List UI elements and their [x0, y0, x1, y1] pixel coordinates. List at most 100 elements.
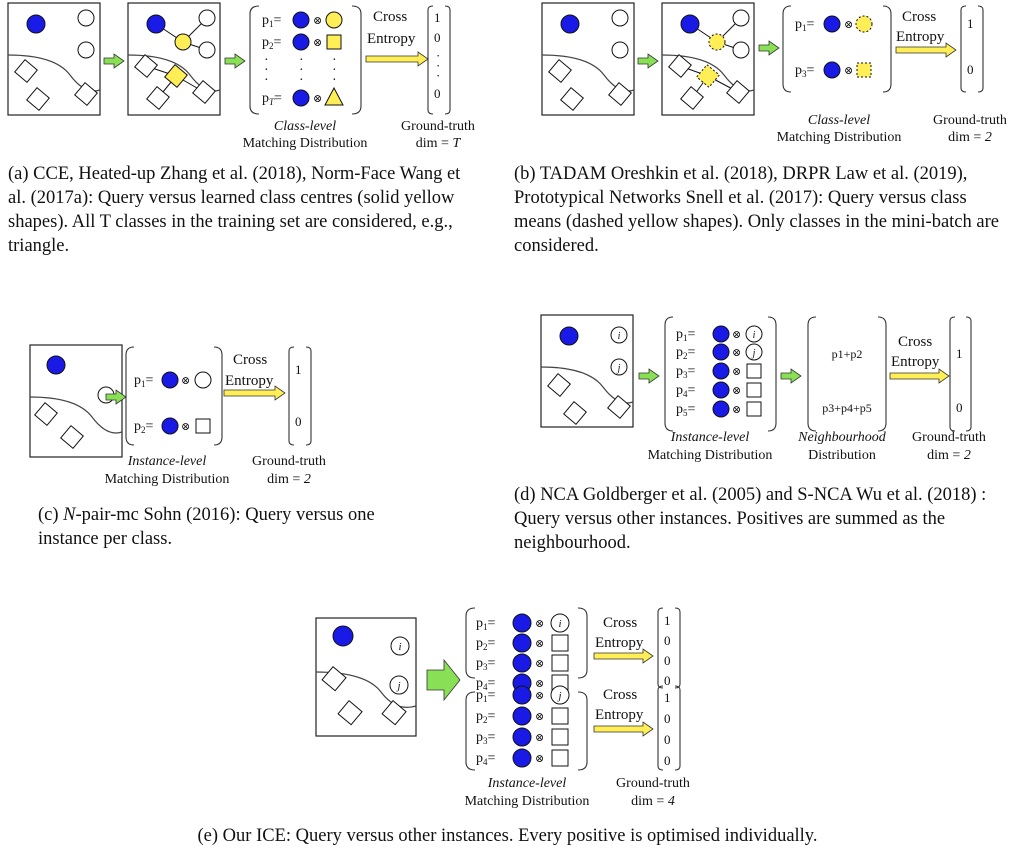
svg-text:p4=: p4=: [676, 383, 696, 399]
svg-text:pT=: pT=: [262, 91, 282, 107]
svg-text:p3=: p3=: [676, 364, 696, 380]
equals-sign: =: [488, 676, 496, 691]
positive-circle: [77, 41, 95, 59]
caption-c: (c) N-pair-mc Sohn (2016): Query versus …: [38, 503, 418, 551]
matching-row: p3= ⊗: [795, 61, 872, 79]
p-label: p: [795, 17, 802, 32]
right-bracket: [674, 607, 681, 689]
dim-prefix: dim =: [927, 448, 964, 463]
matching-row: p1= ⊗: [262, 11, 343, 29]
negative-square: [680, 86, 704, 110]
left-bracket: [465, 607, 476, 679]
times-icon: ⊗: [535, 638, 544, 650]
matching-label: Matching Distribution: [465, 794, 590, 809]
negative-square: [134, 54, 158, 78]
negative-square: [607, 395, 631, 419]
positive-circle: [390, 636, 410, 656]
gt-value: 1: [664, 690, 671, 705]
dim-value: 4: [668, 794, 675, 809]
p-label: p: [676, 402, 683, 417]
matching-row: p2= ⊗: [476, 706, 569, 726]
ellipsis-dot: ·: [332, 53, 337, 68]
negative-square: [60, 425, 84, 449]
right-bracket: [351, 5, 362, 115]
gt-value: 0: [664, 711, 671, 726]
svg-text:p2=: p2=: [262, 35, 282, 51]
times-icon: ⊗: [732, 347, 741, 359]
query-dot: [46, 355, 66, 375]
negative-square: [381, 700, 407, 726]
matching-label: Class-level: [274, 119, 336, 134]
times-icon: ⊗: [535, 732, 544, 744]
gt-value: 0: [434, 86, 441, 101]
equals-sign: =: [688, 345, 696, 360]
p-subscript: 4: [683, 389, 688, 399]
negative-square: [551, 654, 569, 672]
matching-row: p4= ⊗: [476, 748, 569, 768]
gt-value: 1: [434, 10, 441, 25]
p-label: p: [134, 373, 141, 388]
negative-square: [74, 82, 98, 106]
query-dot: [26, 14, 46, 34]
negative-square: [192, 80, 216, 104]
p-subscript: 3: [802, 69, 807, 79]
class-mean-square: [696, 64, 720, 88]
negative-square: [551, 707, 569, 725]
svg-text:p3=: p3=: [476, 730, 496, 746]
equals-sign: =: [274, 13, 282, 28]
positive-circle: [198, 9, 216, 27]
negative-square: [608, 82, 632, 106]
equals-sign: =: [274, 91, 282, 106]
times-icon: ⊗: [313, 93, 322, 105]
right-bracket: [213, 346, 223, 446]
negative-square: [746, 382, 762, 398]
p-label: p: [476, 676, 483, 691]
negative-square: [34, 402, 58, 426]
right-bracket: [767, 316, 777, 432]
neighbourhood-sum: p1+p2: [832, 347, 863, 361]
gt-label: Ground-truth: [933, 113, 1007, 128]
node-label-j: j: [395, 680, 400, 692]
gt-label: Ground-truth: [616, 776, 690, 791]
gt-value: 1: [956, 346, 963, 361]
p-subscript: 1: [483, 694, 488, 704]
query-dot: [512, 653, 532, 673]
query-dot: [512, 613, 532, 633]
p-label: p: [476, 730, 483, 745]
green-arrow: [105, 389, 127, 405]
dim-value: 2: [304, 472, 311, 487]
query-dot: [712, 343, 730, 361]
gt-label: Ground-truth: [401, 119, 475, 134]
positive-circle: [732, 9, 750, 27]
p-label: p: [476, 709, 483, 724]
matching-row: p1= ⊗: [134, 371, 212, 389]
green-arrow: [780, 368, 802, 384]
neighbourhood-label: Neighbourhood: [797, 430, 887, 445]
p-label: p: [795, 63, 802, 78]
negative-square: [726, 80, 750, 104]
negative-square: [337, 700, 363, 726]
ce-label: Entropy: [225, 373, 274, 389]
node-label-j: j: [616, 363, 621, 374]
negative-square: [746, 363, 762, 379]
class-center-triangle: [324, 86, 344, 106]
ce-label: Cross: [373, 9, 407, 25]
svg-text:p1=: p1=: [476, 616, 496, 632]
negative-square: [26, 87, 50, 111]
p-label: p: [262, 91, 269, 106]
positive-circle: [389, 675, 409, 695]
ellipsis-dot: ·: [436, 68, 440, 83]
svg-text:p1=: p1=: [134, 373, 154, 389]
p-subscript: 2: [483, 642, 488, 652]
ce-label: Entropy: [891, 354, 940, 370]
ce-label: Cross: [902, 9, 936, 25]
left-bracket: [960, 5, 967, 93]
positive-circle: [610, 358, 628, 376]
negative-square: [14, 59, 38, 83]
gt-dim-label: dim = 2: [927, 448, 971, 463]
dim-prefix: dim =: [631, 794, 668, 809]
matching-label: Instance-level: [487, 776, 567, 791]
times-icon: ⊗: [313, 15, 322, 27]
times-icon: ⊗: [732, 366, 741, 378]
gt-value: 0: [664, 653, 671, 668]
